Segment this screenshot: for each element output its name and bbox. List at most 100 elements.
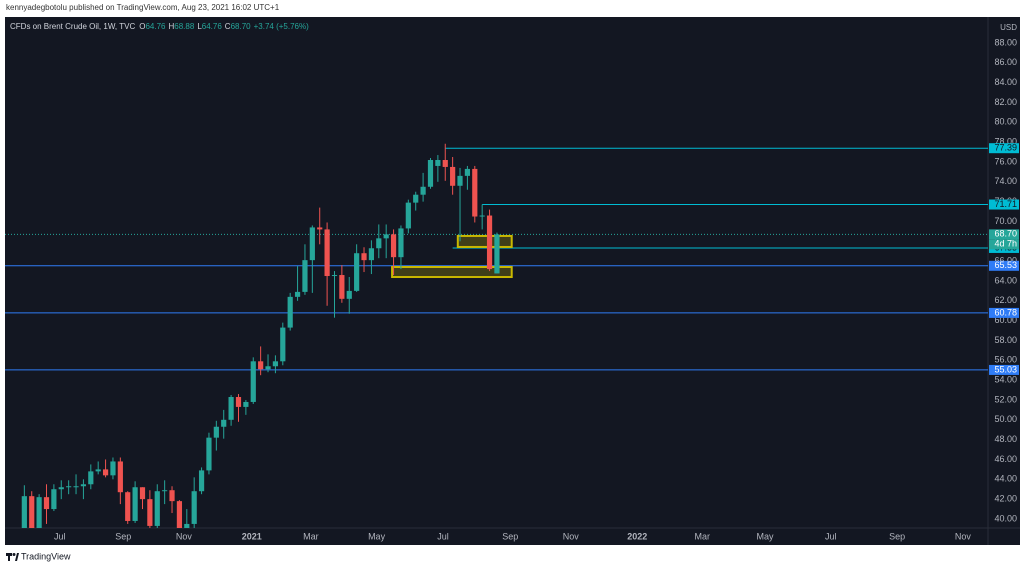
level-label: 71.71 [994, 199, 1017, 209]
candle-body [302, 260, 308, 292]
candle-body [324, 229, 330, 277]
candle-body [472, 168, 478, 217]
zone-rectangle [391, 265, 513, 279]
y-tick-label: 76.00 [994, 156, 1017, 166]
candle-body [250, 361, 256, 402]
legend-key: L [197, 22, 202, 31]
x-tick-label: Nov [955, 531, 972, 541]
candle-body [154, 491, 160, 526]
x-tick-label: Mar [694, 531, 710, 541]
footer-text: TradingView [21, 551, 71, 561]
candle-body [66, 486, 72, 488]
x-tick-label: Jul [825, 531, 837, 541]
candle-body [376, 238, 382, 249]
y-tick-label: 56.00 [994, 355, 1017, 365]
candle-body [413, 194, 419, 203]
y-tick-label: 78.00 [994, 137, 1017, 147]
candle-body [21, 496, 27, 528]
y-tick-label: 82.00 [994, 97, 1017, 107]
level-label: 77.39 [994, 143, 1017, 153]
candle-body [191, 491, 197, 524]
x-tick-label: May [368, 531, 386, 541]
legend-value: 64.76 [202, 22, 223, 31]
y-tick-label: 84.00 [994, 77, 1017, 87]
y-tick-label: 62.00 [994, 295, 1017, 305]
candle-body [486, 215, 493, 270]
legend-key: O [139, 22, 145, 31]
countdown-tag [989, 239, 1019, 250]
candle-body [51, 489, 57, 510]
candle-body [235, 397, 242, 407]
candle-body [176, 501, 183, 528]
candle-body [398, 228, 404, 258]
candle-body [139, 487, 146, 500]
candle-body [390, 234, 397, 258]
legend-key: C [225, 22, 231, 31]
candle-body [427, 159, 434, 187]
candle-body [272, 361, 279, 367]
y-tick-label: 42.00 [994, 494, 1017, 504]
y-tick-label: 50.00 [994, 414, 1017, 424]
x-tick-label: 2022 [627, 531, 647, 541]
level-label: 60.78 [994, 307, 1017, 317]
x-tick-label: Sep [115, 531, 131, 541]
currency-label: USD [1000, 23, 1017, 32]
candle-body [258, 361, 264, 370]
candle-body [221, 419, 227, 427]
level-label: 55.03 [994, 364, 1017, 374]
legend: CFDs on Brent Crude Oil, 1W, TVC O64.76 H6… [10, 22, 309, 31]
y-tick-label: 86.00 [994, 57, 1017, 67]
y-tick-label: 66.00 [994, 256, 1017, 266]
y-tick-label: 88.00 [994, 37, 1017, 47]
x-tick-label: Sep [502, 531, 518, 541]
candle-body [110, 461, 116, 476]
candle-body [184, 523, 190, 528]
candle-body [383, 234, 389, 239]
candle-body [43, 497, 50, 510]
logo-mark [8, 553, 10, 561]
x-tick-label: Mar [303, 531, 319, 541]
axes: 40.00 42.00 44.00 46.00 48.00 50.00 52.00 54.00… [10, 22, 1019, 541]
header-text: kennyadegbotolu published on TradingView… [6, 3, 280, 12]
candle-body [243, 401, 249, 407]
candle-body [58, 487, 64, 490]
candle-body [125, 492, 131, 521]
x-tick-label: Jul [54, 531, 66, 541]
candle-body [450, 166, 456, 186]
candle-body [420, 186, 426, 195]
candle-body [479, 215, 485, 217]
candle-body [287, 296, 293, 328]
x-tick-label: Nov [176, 531, 193, 541]
candle-body [331, 275, 338, 277]
plot-area [5, 143, 988, 528]
candle-body [206, 437, 212, 471]
level-tag [989, 364, 1019, 375]
candle-body [464, 168, 471, 176]
candle-body [309, 227, 315, 261]
y-tick-label: 54.00 [994, 375, 1017, 385]
candle-body [368, 248, 375, 261]
x-tick-label: May [756, 531, 774, 541]
zone-rectangle [456, 234, 513, 248]
current-price-tag [989, 229, 1019, 240]
y-tick-label: 58.00 [994, 335, 1017, 345]
logo-mark [12, 553, 16, 556]
candle-body [73, 486, 79, 488]
candle-body [346, 290, 352, 299]
x-tick-label: Sep [889, 531, 905, 541]
y-tick-label: 48.00 [994, 434, 1017, 444]
tradingview-logo [6, 553, 19, 561]
candle-body [354, 253, 360, 291]
legend-value: 68.88 [174, 22, 195, 31]
y-tick-label: 52.00 [994, 394, 1017, 404]
candle-body [88, 471, 94, 485]
legend-key: H [169, 22, 175, 31]
candle-body [147, 499, 153, 526]
x-tick-label: Nov [563, 531, 580, 541]
candle-body [169, 490, 175, 502]
y-tick-label: 74.00 [994, 176, 1017, 186]
current-price-label: 68.70 [994, 229, 1017, 239]
countdown-label: 4d 7h [994, 239, 1017, 249]
